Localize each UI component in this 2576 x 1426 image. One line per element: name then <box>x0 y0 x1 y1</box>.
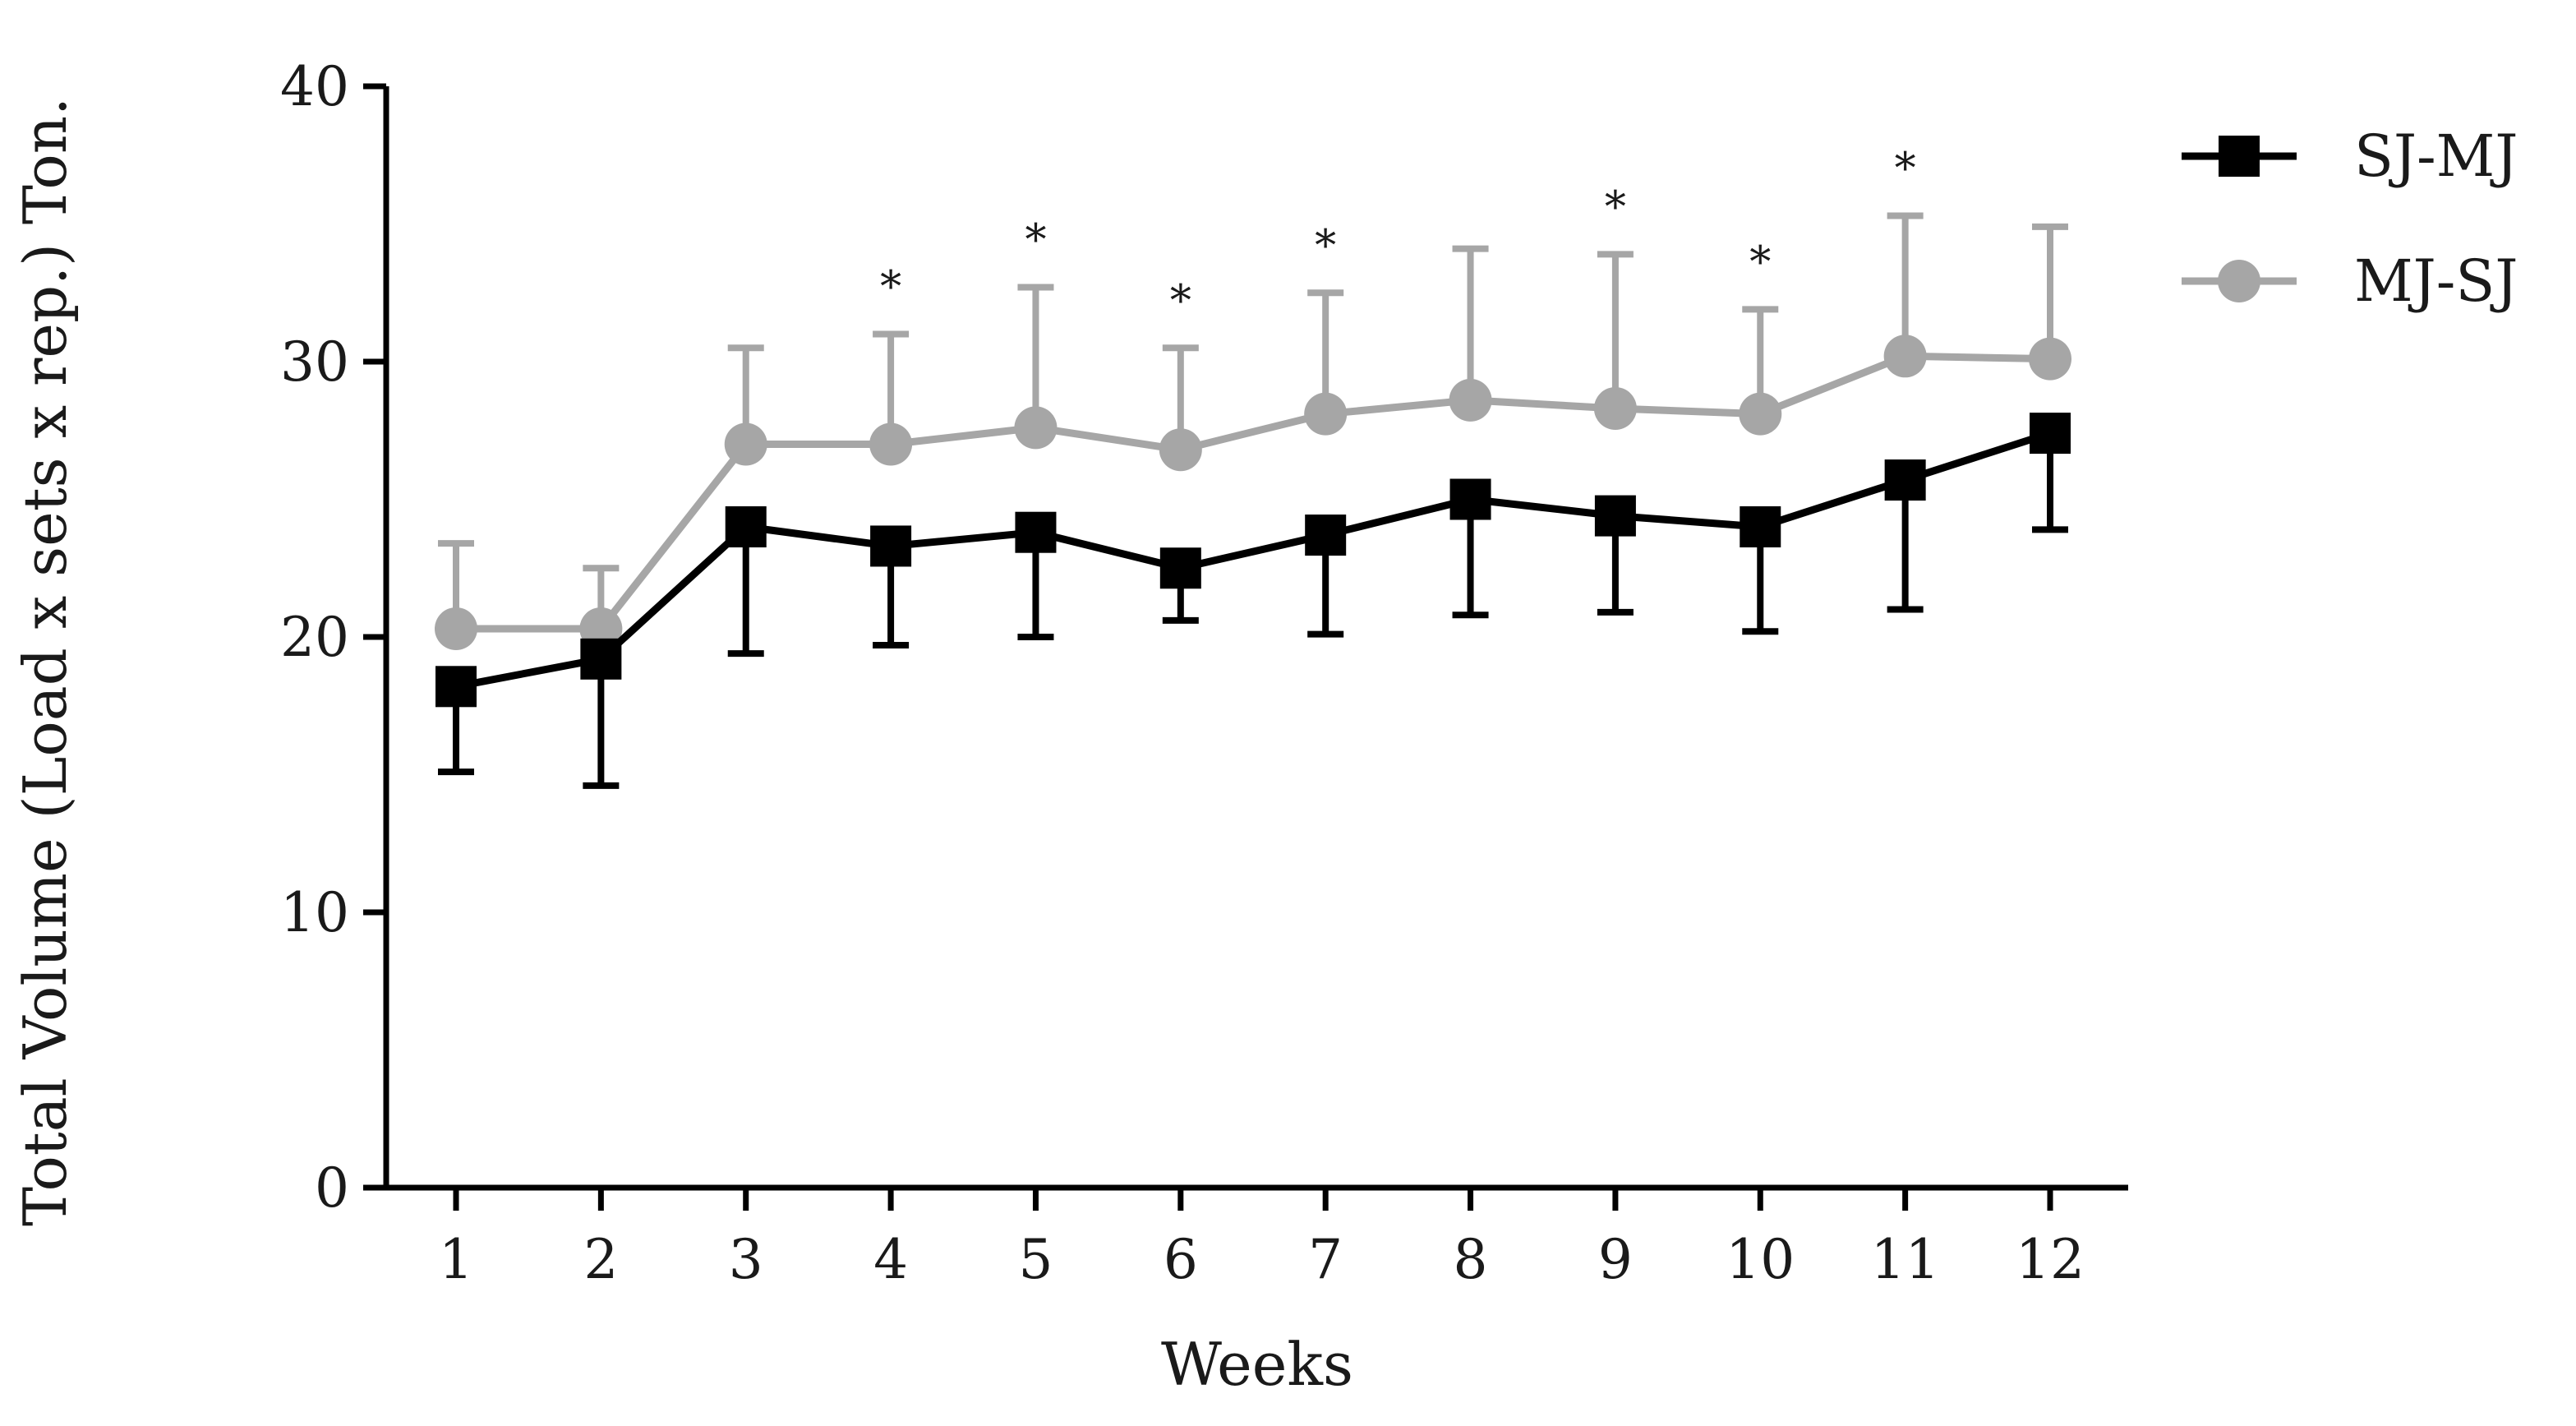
data-point <box>435 666 477 708</box>
legend-label: SJ-MJ <box>2354 122 2518 190</box>
data-point <box>580 638 622 680</box>
data-point <box>1449 378 1492 422</box>
x-tick-label: 8 <box>1454 1228 1488 1291</box>
legend: SJ-MJ MJ-SJ <box>2182 122 2518 315</box>
series-line <box>456 352 2051 633</box>
data-point <box>1015 511 1057 553</box>
x-tick-label: 2 <box>583 1228 618 1291</box>
y-tick-label: 20 <box>280 606 349 669</box>
y-axis-ticks: 0 10 20 30 40 <box>280 55 386 1220</box>
data-point <box>870 525 912 567</box>
x-tick-label: 6 <box>1164 1228 1198 1291</box>
x-tick-label: 4 <box>873 1228 908 1291</box>
x-tick-label: 5 <box>1018 1228 1053 1291</box>
y-tick-label: 40 <box>280 55 349 118</box>
data-point <box>1305 515 1347 556</box>
data-point <box>724 422 767 466</box>
significance-star: * <box>1749 238 1771 287</box>
series-line <box>455 429 2052 690</box>
data-point <box>1593 386 1637 430</box>
x-tick-label: 12 <box>2016 1228 2085 1291</box>
data-point <box>1884 459 1926 501</box>
data-point <box>2029 337 2071 381</box>
x-tick-label: 9 <box>1598 1228 1633 1291</box>
data-point <box>869 422 913 466</box>
significance-markers: * * * * * * * <box>880 144 1916 325</box>
significance-star: * <box>1170 276 1191 325</box>
significance-star: * <box>880 263 901 312</box>
y-tick-label: 0 <box>315 1156 349 1220</box>
y-tick-label: 30 <box>280 330 349 394</box>
data-point <box>725 506 767 547</box>
data-point <box>1883 335 1927 378</box>
significance-star: * <box>1315 221 1336 270</box>
series-layer <box>435 212 2071 789</box>
x-tick-label: 11 <box>1871 1228 1940 1291</box>
data-point <box>2030 413 2071 455</box>
x-tick-label: 1 <box>439 1228 473 1291</box>
data-point <box>1159 428 1202 472</box>
x-tick-label: 3 <box>729 1228 763 1291</box>
data-point <box>435 607 477 650</box>
y-axis-title: Total Volume (Load x sets x rep.) Ton. <box>11 97 80 1226</box>
legend-marker <box>2219 136 2260 177</box>
legend-marker <box>2218 260 2260 302</box>
significance-star: * <box>1025 216 1046 265</box>
x-tick-label: 7 <box>1308 1228 1343 1291</box>
series-sj-mj <box>435 413 2071 789</box>
data-point <box>1739 392 1782 436</box>
x-tick-label: 10 <box>1726 1228 1795 1291</box>
y-tick-label: 10 <box>280 881 349 944</box>
x-axis-title: Weeks <box>1161 1330 1353 1399</box>
significance-star: * <box>1895 144 1916 193</box>
data-point <box>1594 495 1636 537</box>
data-point <box>1304 392 1348 436</box>
data-point <box>1014 406 1058 450</box>
legend-label: MJ-SJ <box>2354 247 2518 315</box>
significance-star: * <box>1605 182 1626 232</box>
data-point <box>1449 478 1491 520</box>
data-point <box>1159 547 1201 589</box>
legend-item-sj-mj: SJ-MJ <box>2182 122 2518 190</box>
x-axis-ticks: 1 2 3 4 5 6 7 8 9 10 11 12 <box>439 1188 2085 1291</box>
data-point <box>1740 506 1781 547</box>
axes <box>383 86 2128 1191</box>
legend-item-mj-sj: MJ-SJ <box>2182 247 2518 315</box>
